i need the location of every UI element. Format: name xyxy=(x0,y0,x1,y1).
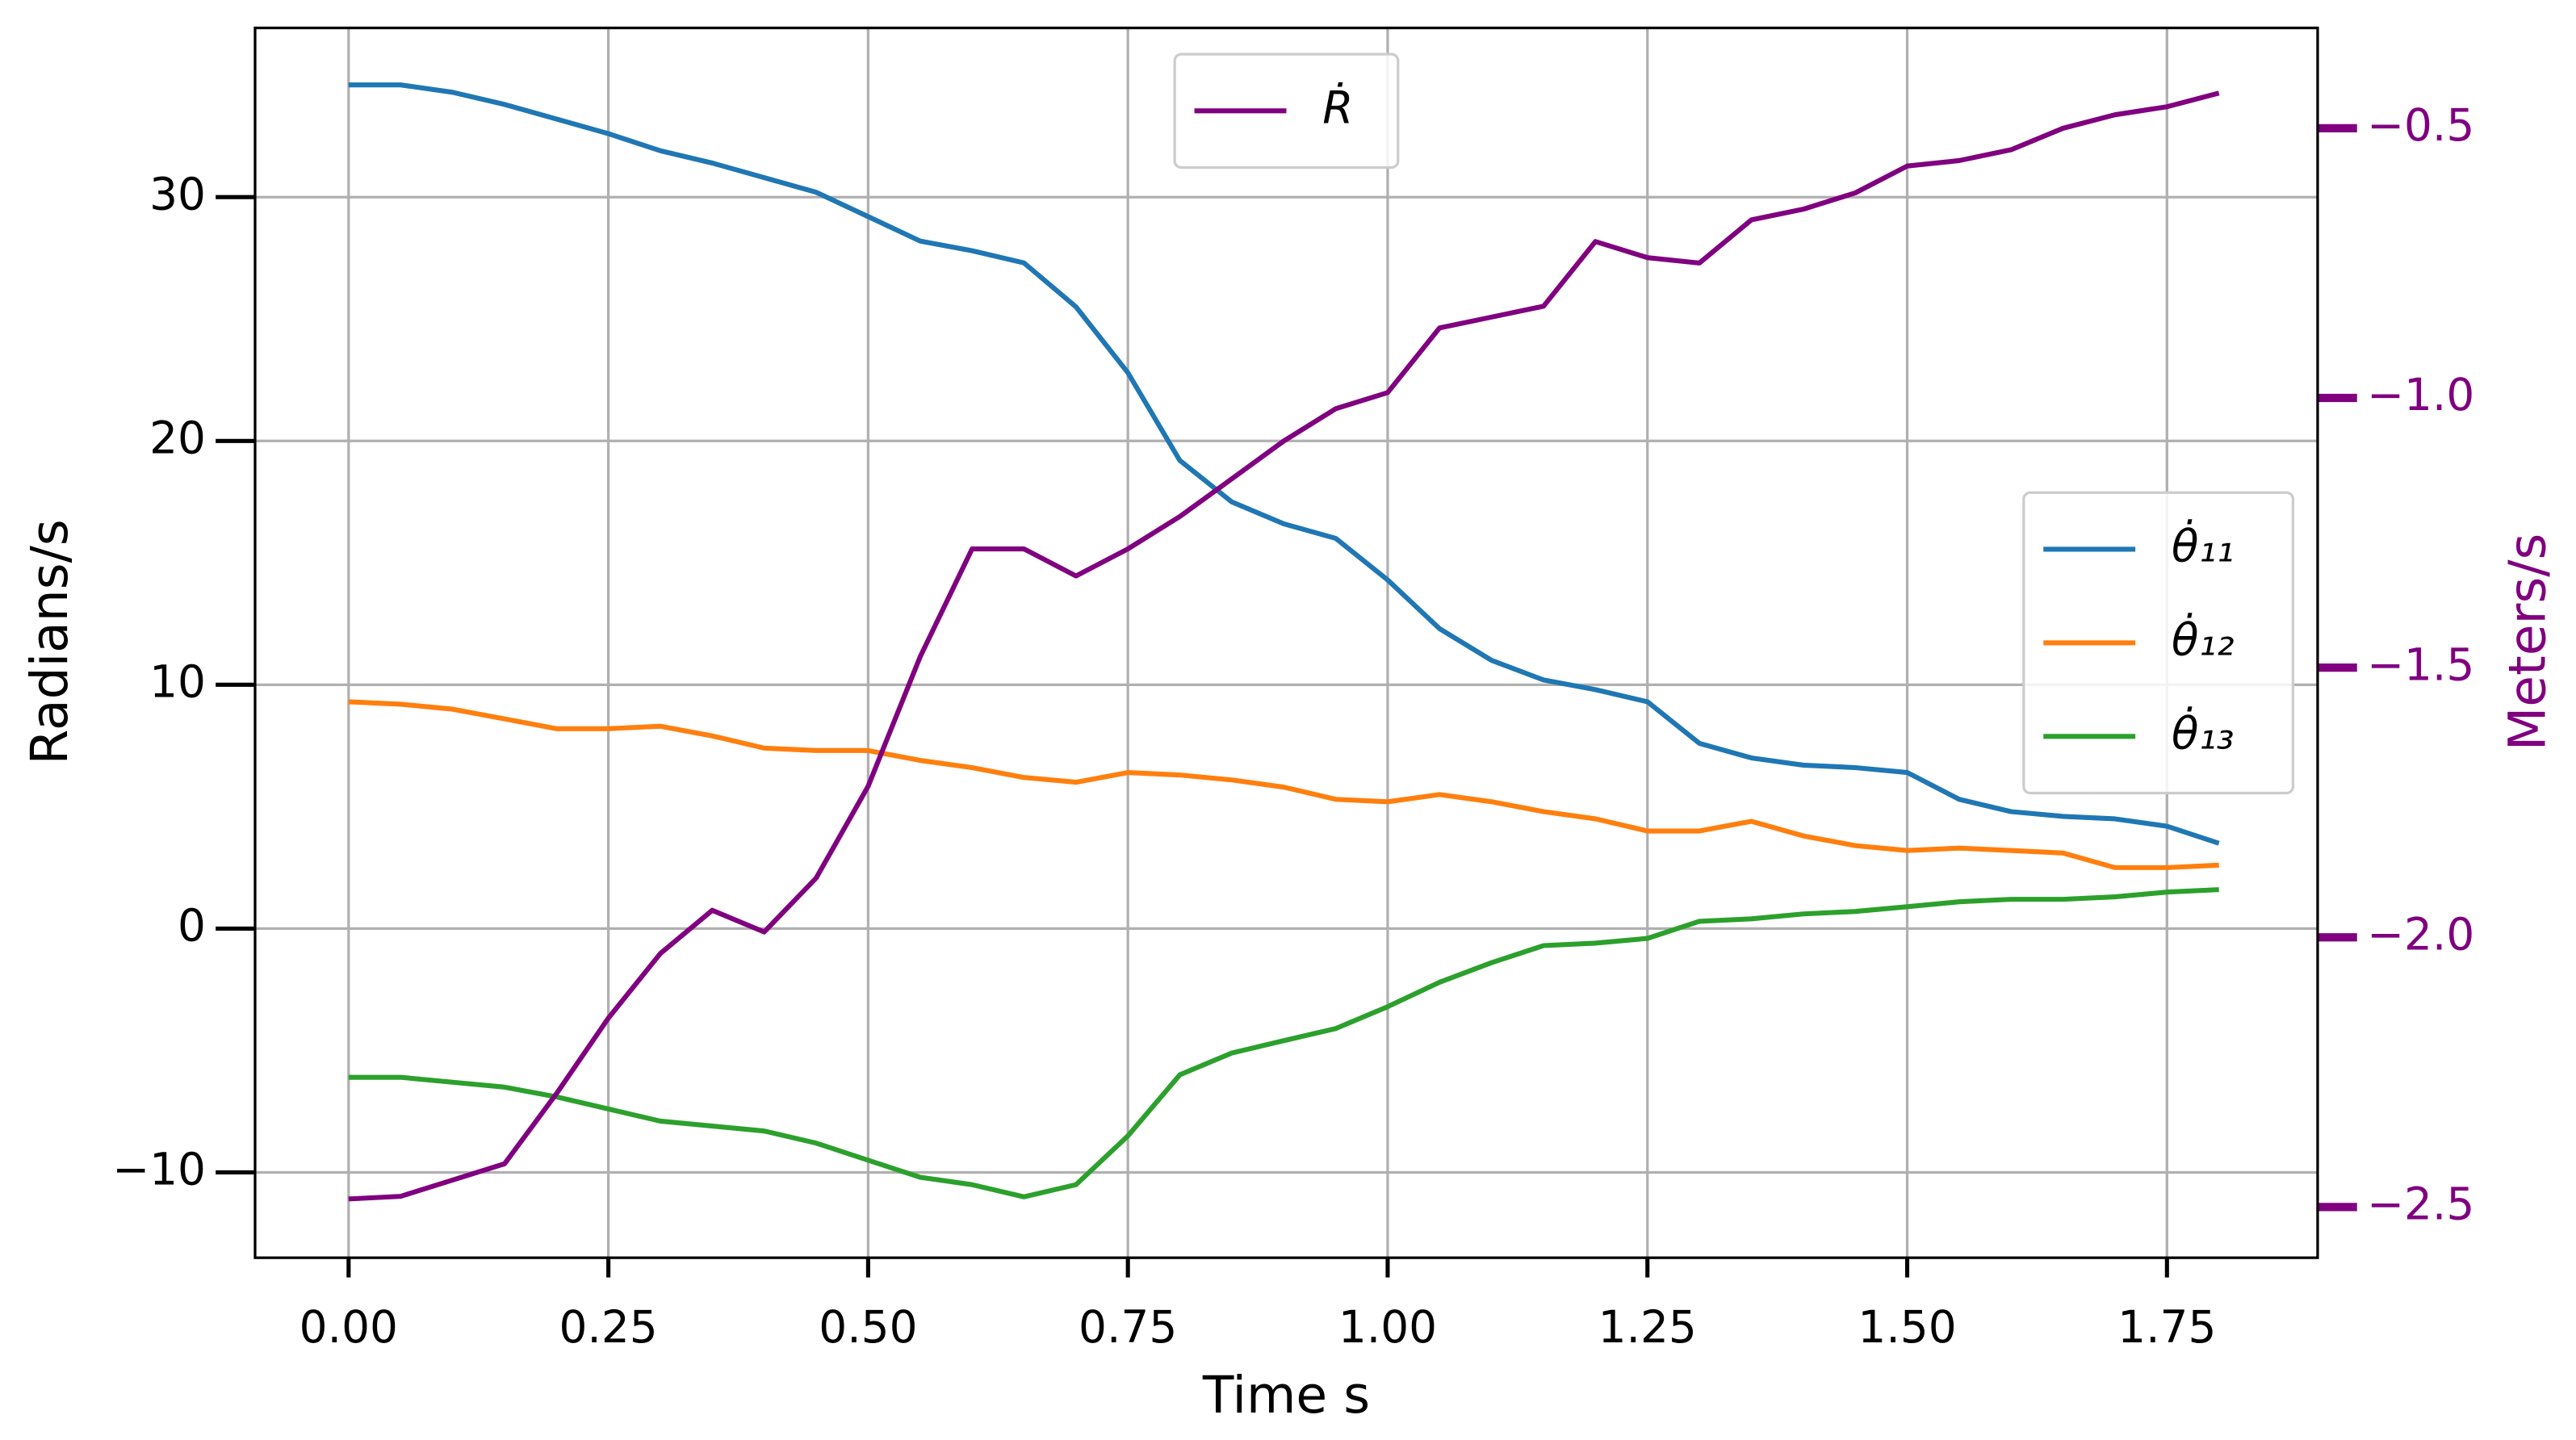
legend-label: θ̇₁₂ xyxy=(2172,613,2235,666)
y2-tick-label: −2.5 xyxy=(2367,1178,2474,1230)
series-line xyxy=(348,82,2220,846)
series-line xyxy=(348,887,2219,1199)
x-axis-label: Time s xyxy=(1202,1365,1370,1425)
x-tick-label: 1.50 xyxy=(1858,1301,1956,1353)
legend: Ṙ xyxy=(1173,52,1400,170)
legend: θ̇₁₁ θ̇₁₂ θ̇₁₃ xyxy=(2022,491,2295,795)
y2-tick-label: −1.0 xyxy=(2367,369,2474,421)
legend-label: Ṙ xyxy=(1322,82,1353,133)
y2-tick-label: −1.5 xyxy=(2367,638,2474,690)
x-tick-label: 0.00 xyxy=(299,1301,398,1353)
legend-box xyxy=(2022,491,2295,795)
x-tick-label: 1.25 xyxy=(1598,1301,1697,1353)
x-tick-label: 0.25 xyxy=(559,1301,657,1353)
y-tick-label: 20 xyxy=(149,412,206,463)
legend-label: θ̇₁₁ xyxy=(2172,519,2235,572)
y-tick-label: 0 xyxy=(178,900,206,952)
x-tick-label: 0.75 xyxy=(1079,1301,1177,1353)
x-tick-label: 0.50 xyxy=(819,1301,917,1353)
series-line xyxy=(348,90,2220,1202)
y-tick-label: 30 xyxy=(149,168,206,220)
y2-tick-label: −0.5 xyxy=(2367,99,2474,151)
y-tick-label: 10 xyxy=(149,655,206,707)
legend-label: θ̇₁₃ xyxy=(2172,705,2235,759)
x-tick-label: 1.00 xyxy=(1338,1301,1437,1353)
y-axis-label: Radians/s xyxy=(19,519,79,764)
y2-tick-label: −2.0 xyxy=(2367,908,2474,960)
y-tick-label: −10 xyxy=(112,1144,206,1195)
plot-frame xyxy=(253,26,2319,1259)
x-tick-label: 1.75 xyxy=(2117,1301,2216,1353)
series-line xyxy=(348,699,2219,870)
y2-axis-label: Meters/s xyxy=(2497,534,2557,751)
